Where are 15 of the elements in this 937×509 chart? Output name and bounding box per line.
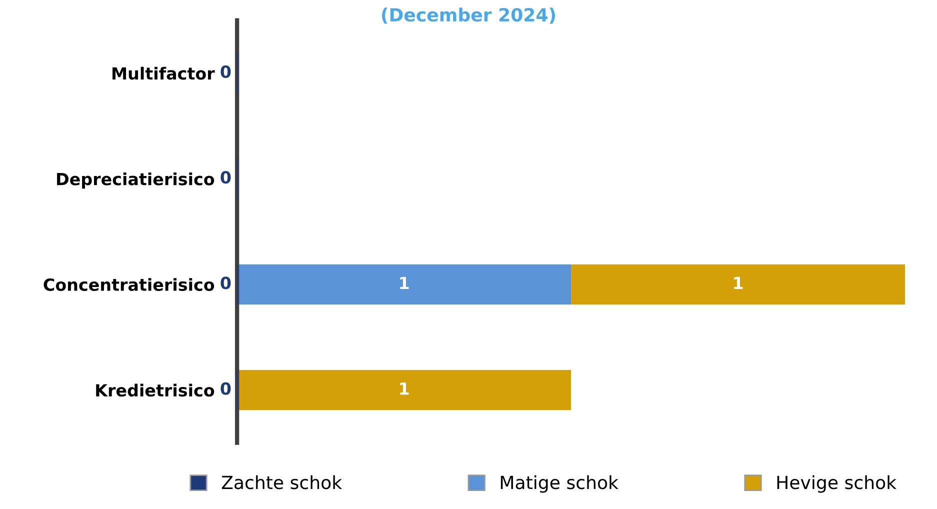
data-label: 0 — [220, 65, 231, 78]
data-label: 0 — [220, 171, 231, 184]
legend-label: Hevige schok — [777, 475, 896, 493]
data-label: 0 — [220, 276, 231, 290]
y-tick-label: Multifactor — [112, 66, 215, 80]
legend-label: Zachte schok — [222, 475, 342, 490]
chart-title: (December 2024) — [382, 8, 556, 24]
data-label: 1 — [400, 382, 409, 395]
data-label: 0 — [220, 382, 231, 395]
y-tick-label: Kredietrisico — [96, 384, 214, 397]
y-tick-label: Depreciatierisico — [57, 172, 214, 189]
legend-label: Matige schok — [500, 475, 618, 493]
y-tick-label: Concentratierisico — [44, 278, 214, 291]
data-label: 1 — [400, 276, 409, 290]
data-label: 1 — [734, 276, 743, 290]
